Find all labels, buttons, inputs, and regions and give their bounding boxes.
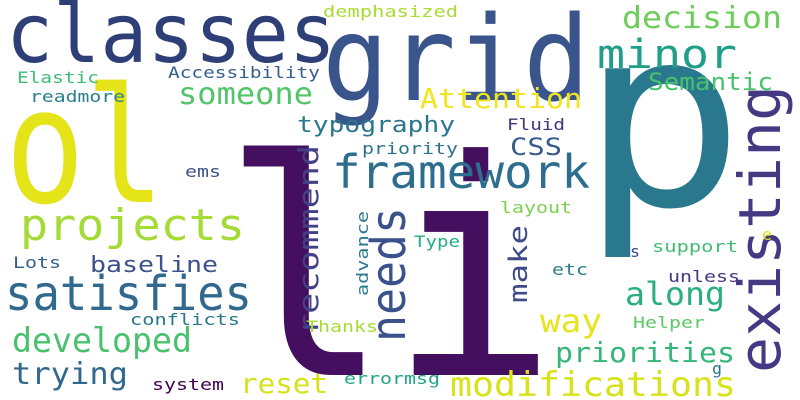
word-unless: unless	[668, 267, 740, 286]
word-support: support	[652, 237, 738, 256]
word-system: system	[152, 375, 224, 394]
word-priorities: priorities	[555, 336, 735, 369]
word-recommend: recommend	[292, 145, 325, 335]
word-li: li	[222, 97, 557, 400]
word-typography: typography	[297, 113, 455, 138]
word-s: s	[630, 242, 640, 261]
word-Accessibility: Accessibility	[168, 63, 320, 82]
word-layout: layout	[500, 198, 572, 217]
word-p: p	[580, 0, 745, 264]
word-someone: someone	[178, 77, 313, 112]
word-Type: Type	[414, 232, 460, 251]
word-Helper: Helper	[633, 313, 705, 332]
word-Elastic: Elastic	[17, 68, 99, 87]
word-Semantic: Semantic	[648, 68, 773, 96]
word-existing: existing	[726, 85, 794, 373]
word-errormsg: errormsg	[344, 369, 440, 388]
word-along: along	[625, 275, 725, 313]
word-projects: projects	[20, 200, 245, 251]
word-classes: classes	[6, 0, 336, 82]
word-conflicts: conflicts	[130, 310, 240, 329]
word-baseline: baseline	[90, 253, 218, 278]
word-advance: advance	[353, 211, 372, 296]
word-ems: ems	[185, 162, 221, 181]
word-readmore: readmore	[30, 87, 125, 106]
word-grid: grid	[322, 0, 590, 128]
word-ol: ol	[5, 53, 165, 240]
word-minor: minor	[597, 32, 737, 78]
word-trying: trying	[12, 357, 128, 392]
word-decision: decision	[622, 1, 782, 36]
word-e: e	[762, 225, 772, 244]
word-g: g	[712, 359, 722, 378]
word-make: make	[504, 225, 534, 303]
word-demphasized: demphasized	[323, 2, 458, 21]
word-Attention: Attention	[420, 82, 582, 115]
word-framework: framework	[332, 145, 590, 199]
word-modifications: modifications	[450, 365, 736, 400]
word-Lots: Lots	[13, 253, 61, 272]
word-needs: needs	[361, 207, 417, 342]
word-reset: reset	[240, 367, 328, 400]
word-Thanks: Thanks	[306, 317, 378, 336]
word-developed: developed	[12, 321, 192, 361]
word-etc: etc	[552, 260, 588, 279]
word-way: way	[540, 302, 602, 340]
word-satisfies: satisfies	[5, 266, 252, 322]
word-priority: priority	[362, 139, 458, 158]
word-CSS: CSS	[510, 133, 562, 161]
word-Fluid: Fluid	[507, 115, 565, 134]
